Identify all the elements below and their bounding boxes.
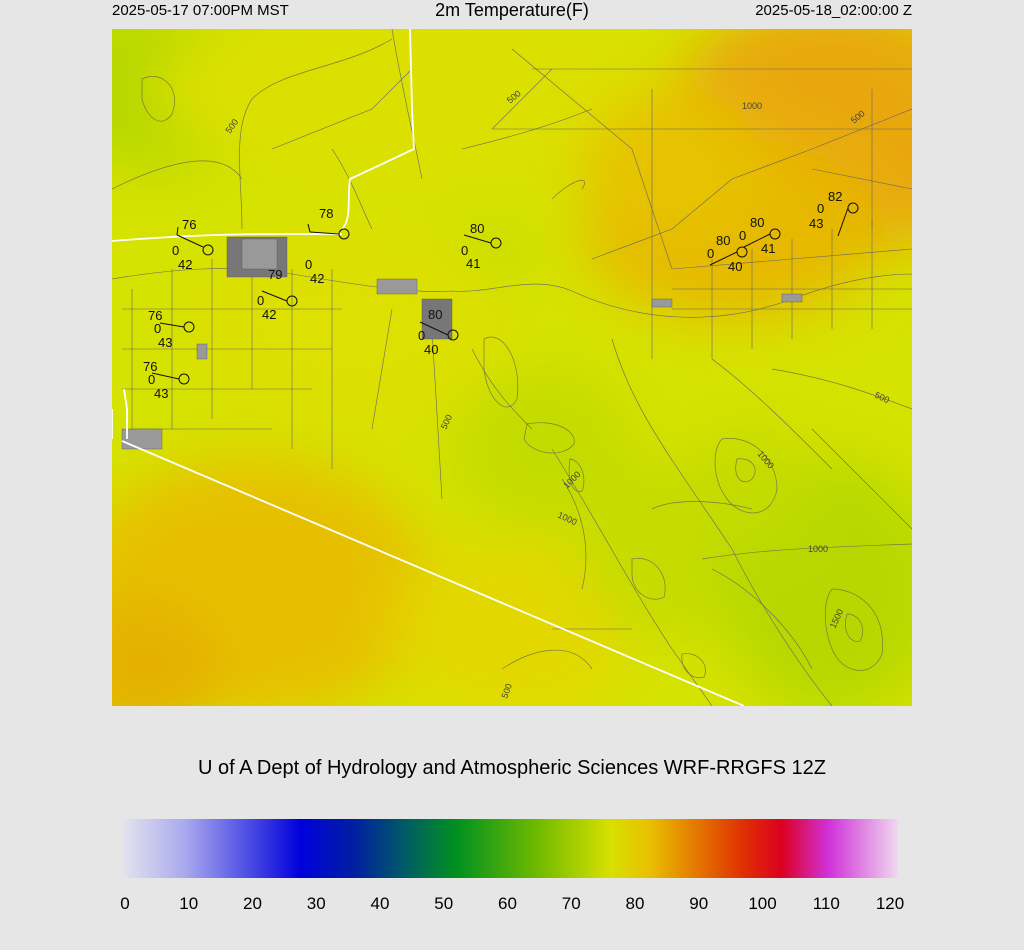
colorbar-tick-label: 80	[625, 894, 645, 913]
station-wind: 0	[148, 372, 155, 387]
colorbar-tick-label: 20	[243, 894, 262, 913]
colorbar-tick-label: 0	[120, 894, 130, 913]
station-wind: 0	[739, 228, 746, 243]
station-temp: 76	[182, 217, 196, 232]
station-wind: 0	[154, 321, 161, 336]
colorbar-tick-label: 10	[179, 894, 199, 913]
station-temp: 79	[268, 267, 282, 282]
station-temp: 80	[716, 233, 730, 248]
station-dewpoint: 41	[466, 256, 480, 271]
station-dewpoint: 40	[424, 342, 438, 357]
station-plot: 80 0 41	[739, 215, 781, 256]
station-wind: 0	[305, 257, 312, 272]
station-dewpoint: 43	[154, 386, 168, 401]
contour-label: 1000	[808, 544, 828, 554]
station-plot: 80 0 40	[707, 233, 748, 274]
urban-areas	[121, 236, 803, 450]
station-plot: 76 0 42	[172, 217, 214, 272]
station-plot: 80 0 40	[418, 307, 459, 357]
map-title: 2m Temperature(F)	[435, 0, 589, 20]
station-wind: 0	[172, 243, 179, 258]
colorbar-tick-label: 50	[434, 894, 454, 913]
colorbar-tick-labels: 0 10 20 30 40 50 60 70 80 90 100 110 120	[0, 894, 1024, 916]
station-temp: 80	[470, 221, 484, 236]
utc-time-label: 2025-05-18_02:00:00 Z	[755, 2, 912, 19]
boundary-lines	[112, 29, 745, 706]
station-plot: 76 0 43	[148, 308, 195, 350]
station-wind: 0	[817, 201, 824, 216]
station-temp: 82	[828, 189, 842, 204]
station-temp: 78	[319, 206, 333, 221]
station-dewpoint: 42	[310, 271, 324, 286]
temperature-map: 500 1000 500 500 500 1000 1000 1000 500 …	[112, 29, 912, 706]
station-plot: 82 0 43	[809, 189, 859, 237]
colorbar-tick-label: 40	[370, 894, 390, 913]
station-wind: 0	[418, 328, 425, 343]
station-dewpoint: 43	[809, 216, 823, 231]
model-credit: U of A Dept of Hydrology and Atmospheric…	[197, 757, 827, 779]
station-plot: 78 0 42	[305, 206, 350, 286]
station-dewpoint: 42	[262, 307, 276, 322]
station-wind: 0	[461, 243, 468, 258]
colorbar-tick-label: 110	[812, 894, 840, 913]
colorbar-tick-label: 60	[498, 894, 517, 913]
station-dewpoint: 40	[728, 259, 742, 274]
colorbar-tick-label: 90	[689, 894, 709, 913]
station-wind: 0	[707, 246, 714, 261]
colorbar-tick-label: 100	[748, 894, 777, 913]
station-plot: 79 0 42	[257, 267, 298, 322]
station-temp: 80	[428, 307, 442, 322]
station-wind: 0	[257, 293, 264, 308]
station-dewpoint: 42	[178, 257, 192, 272]
colorbar-tick-label: 120	[875, 894, 905, 913]
station-dewpoint: 43	[158, 335, 172, 350]
terrain-contours	[112, 38, 912, 679]
station-temp: 76	[148, 308, 162, 323]
local-time-label: 2025-05-17 07:00PM MST	[112, 2, 289, 19]
temperature-colorbar	[122, 819, 898, 878]
station-temp: 76	[143, 359, 157, 374]
station-plots: 76 0 42 78 0 42 79 0 42	[143, 189, 859, 401]
contour-label: 500	[499, 682, 514, 700]
colorbar-tick-label: 70	[561, 894, 581, 913]
station-plot: 76 0 43	[143, 359, 190, 401]
contour-label: 1000	[742, 101, 762, 111]
colorbar-tick-label: 30	[306, 894, 326, 913]
station-dewpoint: 41	[761, 241, 775, 256]
station-plot: 80 0 41	[461, 221, 502, 271]
station-temp: 80	[750, 215, 764, 230]
map-canvas: 500 1000 500 500 500 1000 1000 1000 500 …	[112, 29, 912, 706]
